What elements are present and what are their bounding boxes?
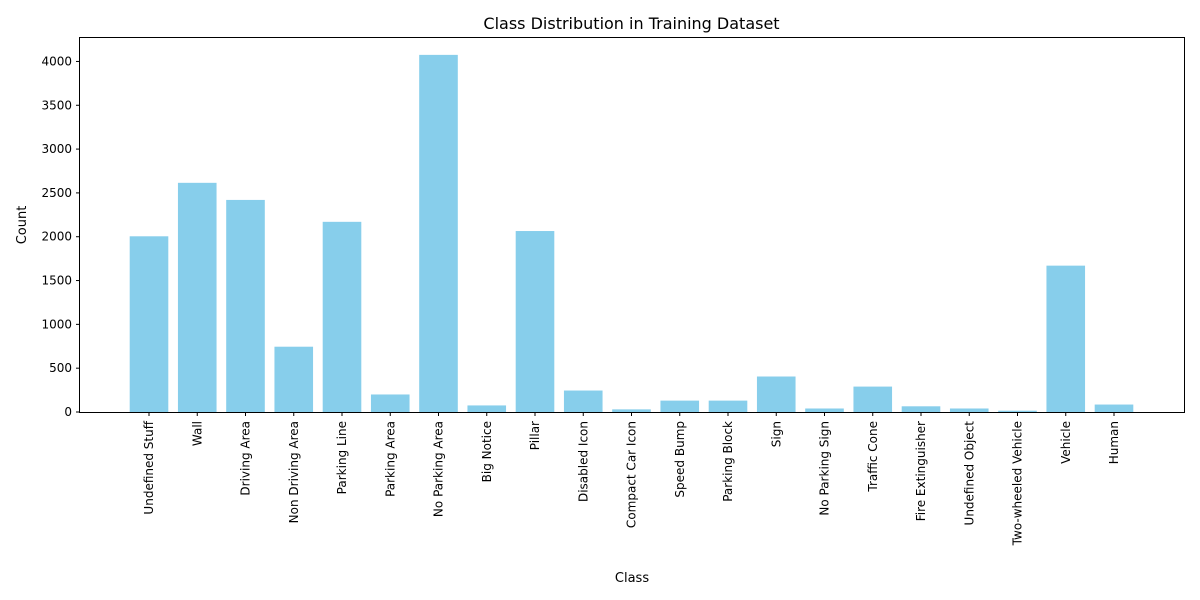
bar-vehicle	[1046, 265, 1086, 412]
x-tick-label: Undefined Object	[962, 421, 976, 526]
x-tick-label: Wall	[190, 421, 204, 446]
bar-speed-bump	[660, 400, 700, 412]
y-tick-label: 1000	[41, 317, 72, 331]
bar-wall	[177, 182, 217, 412]
x-tick-label: Parking Area	[383, 421, 397, 497]
y-axis-label: Count	[15, 206, 30, 245]
bar-pillar	[515, 231, 555, 412]
bar-parking-area	[370, 394, 410, 412]
bar-non-driving-area	[274, 346, 314, 412]
y-tick-label: 0	[64, 405, 72, 419]
x-tick-label: Pillar	[528, 421, 542, 450]
x-tick-label: Disabled Icon	[576, 421, 590, 502]
x-tick-label: Compact Car Icon	[625, 421, 639, 528]
y-tick-label: 3000	[41, 142, 72, 156]
x-tick-label: Traffic Cone	[866, 421, 880, 493]
x-tick-label: Driving Area	[239, 421, 253, 496]
x-tick-label: Non Driving Area	[287, 421, 301, 523]
x-axis: Undefined Stuff Wall Driving Area Non Drivi…	[142, 412, 1121, 546]
bar-traffic-cone	[853, 386, 893, 412]
x-tick-label: Parking Block	[721, 421, 735, 502]
x-tick-label: Vehicle	[1059, 421, 1073, 464]
bar-undefined-object	[949, 408, 989, 412]
bar-parking-block	[708, 400, 748, 412]
chart-title: Class Distribution in Training Dataset	[483, 14, 779, 33]
y-tick-label: 500	[49, 361, 72, 375]
bar-no-parking-sign	[805, 408, 844, 412]
bar-sign	[756, 376, 796, 412]
bar-big-notice	[467, 405, 507, 412]
bar-undefined-stuff	[129, 236, 169, 412]
x-tick-label: Fire Extinguisher	[914, 421, 928, 521]
bar-fire-extinguisher	[901, 406, 941, 412]
bar-disabled-icon	[563, 390, 603, 412]
y-axis: 0 500 1000 1500 2000 2500 3000 3500 4000	[41, 54, 80, 419]
bar-two-wheeled-vehicle	[998, 410, 1037, 412]
plot-frame	[79, 37, 1185, 413]
bars	[129, 54, 1134, 412]
bar-human	[1094, 404, 1134, 412]
y-tick-label: 4000	[41, 54, 72, 68]
bar-no-parking-area	[419, 54, 458, 412]
x-tick-label: Sign	[769, 421, 783, 447]
bar-driving-area	[226, 199, 265, 412]
x-tick-label: Two-wheeled Vehicle	[1011, 421, 1025, 546]
x-tick-label: Speed Bump	[673, 421, 687, 498]
x-tick-label: Big Notice	[480, 421, 494, 482]
x-tick-label: No Parking Area	[432, 421, 446, 517]
bar-compact-car-icon	[612, 409, 651, 412]
x-axis-label: Class	[615, 571, 649, 586]
y-tick-label: 1500	[41, 274, 72, 288]
y-tick-label: 2000	[41, 230, 72, 244]
x-tick-label: No Parking Sign	[818, 421, 832, 516]
bar-parking-line	[322, 221, 362, 412]
y-tick-label: 2500	[41, 186, 72, 200]
x-tick-label: Human	[1107, 421, 1121, 464]
y-tick-label: 3500	[41, 98, 72, 112]
x-tick-label: Parking Line	[335, 421, 349, 494]
x-tick-label: Undefined Stuff	[142, 420, 156, 514]
